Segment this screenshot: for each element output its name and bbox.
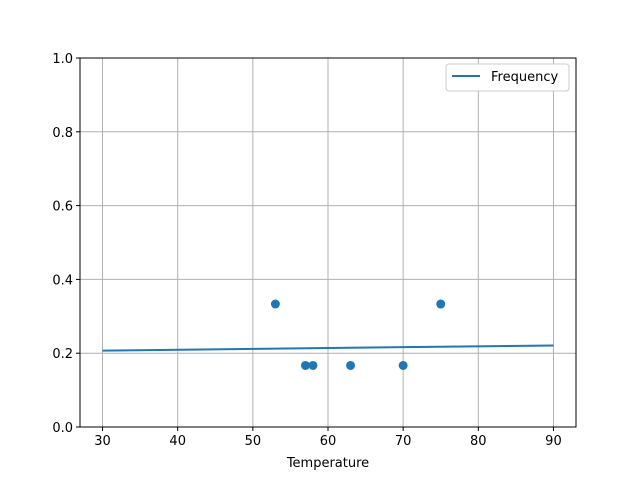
x-tick-label: 90: [545, 434, 562, 449]
y-tick-label: 1.0: [52, 52, 73, 67]
x-tick-label: 80: [470, 434, 487, 449]
y-tick-label: 0.0: [52, 421, 73, 436]
scatter-point: [270, 299, 280, 309]
scatter-point: [346, 360, 356, 370]
x-tick-label: 50: [245, 434, 262, 449]
x-tick-label: 30: [94, 434, 111, 449]
y-tick-label: 0.8: [52, 126, 73, 141]
x-axis-label: Temperature: [286, 456, 369, 471]
scatter-point: [398, 360, 408, 370]
y-tick-label: 0.2: [52, 347, 73, 362]
scatter-point: [436, 299, 446, 309]
legend-box: [445, 63, 570, 92]
legend: Frequency: [445, 63, 570, 92]
x-tick-label: 70: [395, 434, 412, 449]
y-tick-label: 0.6: [52, 200, 73, 215]
ticks: 30 40 50 60 70 80 90 0.0 0.2 0.4 0.6 0.8 1.0: [52, 52, 561, 449]
scatter-point: [300, 360, 310, 370]
x-tick-label: 40: [169, 434, 186, 449]
scatter-point: [308, 360, 318, 370]
legend-label: Frequency: [491, 70, 558, 85]
y-tick-label: 0.4: [52, 273, 73, 288]
x-tick-label: 60: [320, 434, 337, 449]
frequency-line: [102, 344, 554, 352]
grid: [80, 57, 576, 428]
marks: [102, 299, 554, 370]
